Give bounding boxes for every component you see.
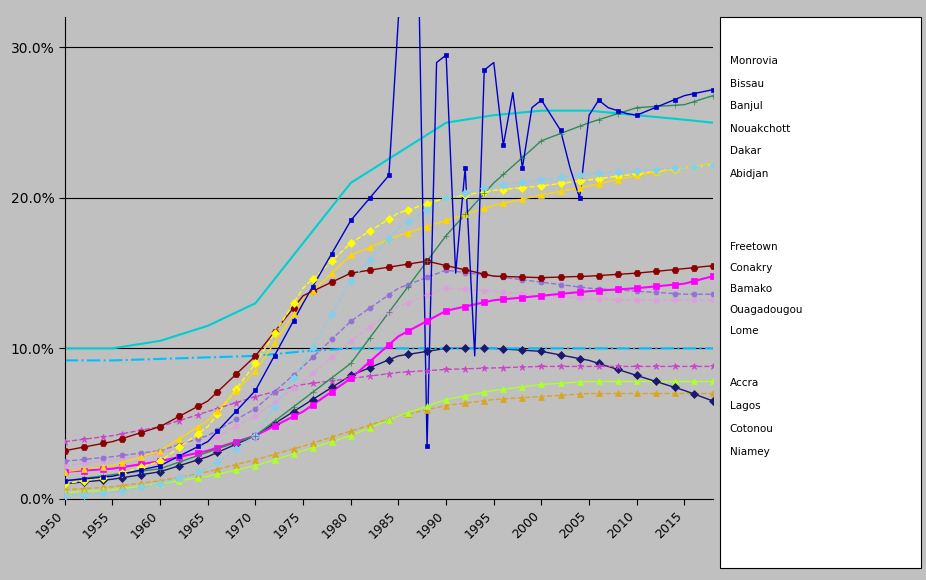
Text: Dakar: Dakar (730, 146, 761, 157)
Text: Abidjan: Abidjan (730, 169, 770, 179)
Text: Lome: Lome (730, 325, 758, 336)
Text: Conakry: Conakry (730, 263, 773, 273)
Text: Niamey: Niamey (730, 447, 770, 458)
Text: Banjul: Banjul (730, 101, 762, 111)
Text: Nouakchott: Nouakchott (730, 124, 790, 134)
Text: Bissau: Bissau (730, 78, 764, 89)
Text: Monrovia: Monrovia (730, 56, 778, 66)
Text: Bamako: Bamako (730, 284, 771, 293)
Text: Lagos: Lagos (730, 401, 760, 411)
Text: Ouagadougou: Ouagadougou (730, 304, 803, 314)
Text: Accra: Accra (730, 378, 759, 388)
Text: Cotonou: Cotonou (730, 424, 773, 434)
Text: Freetown: Freetown (730, 241, 777, 252)
